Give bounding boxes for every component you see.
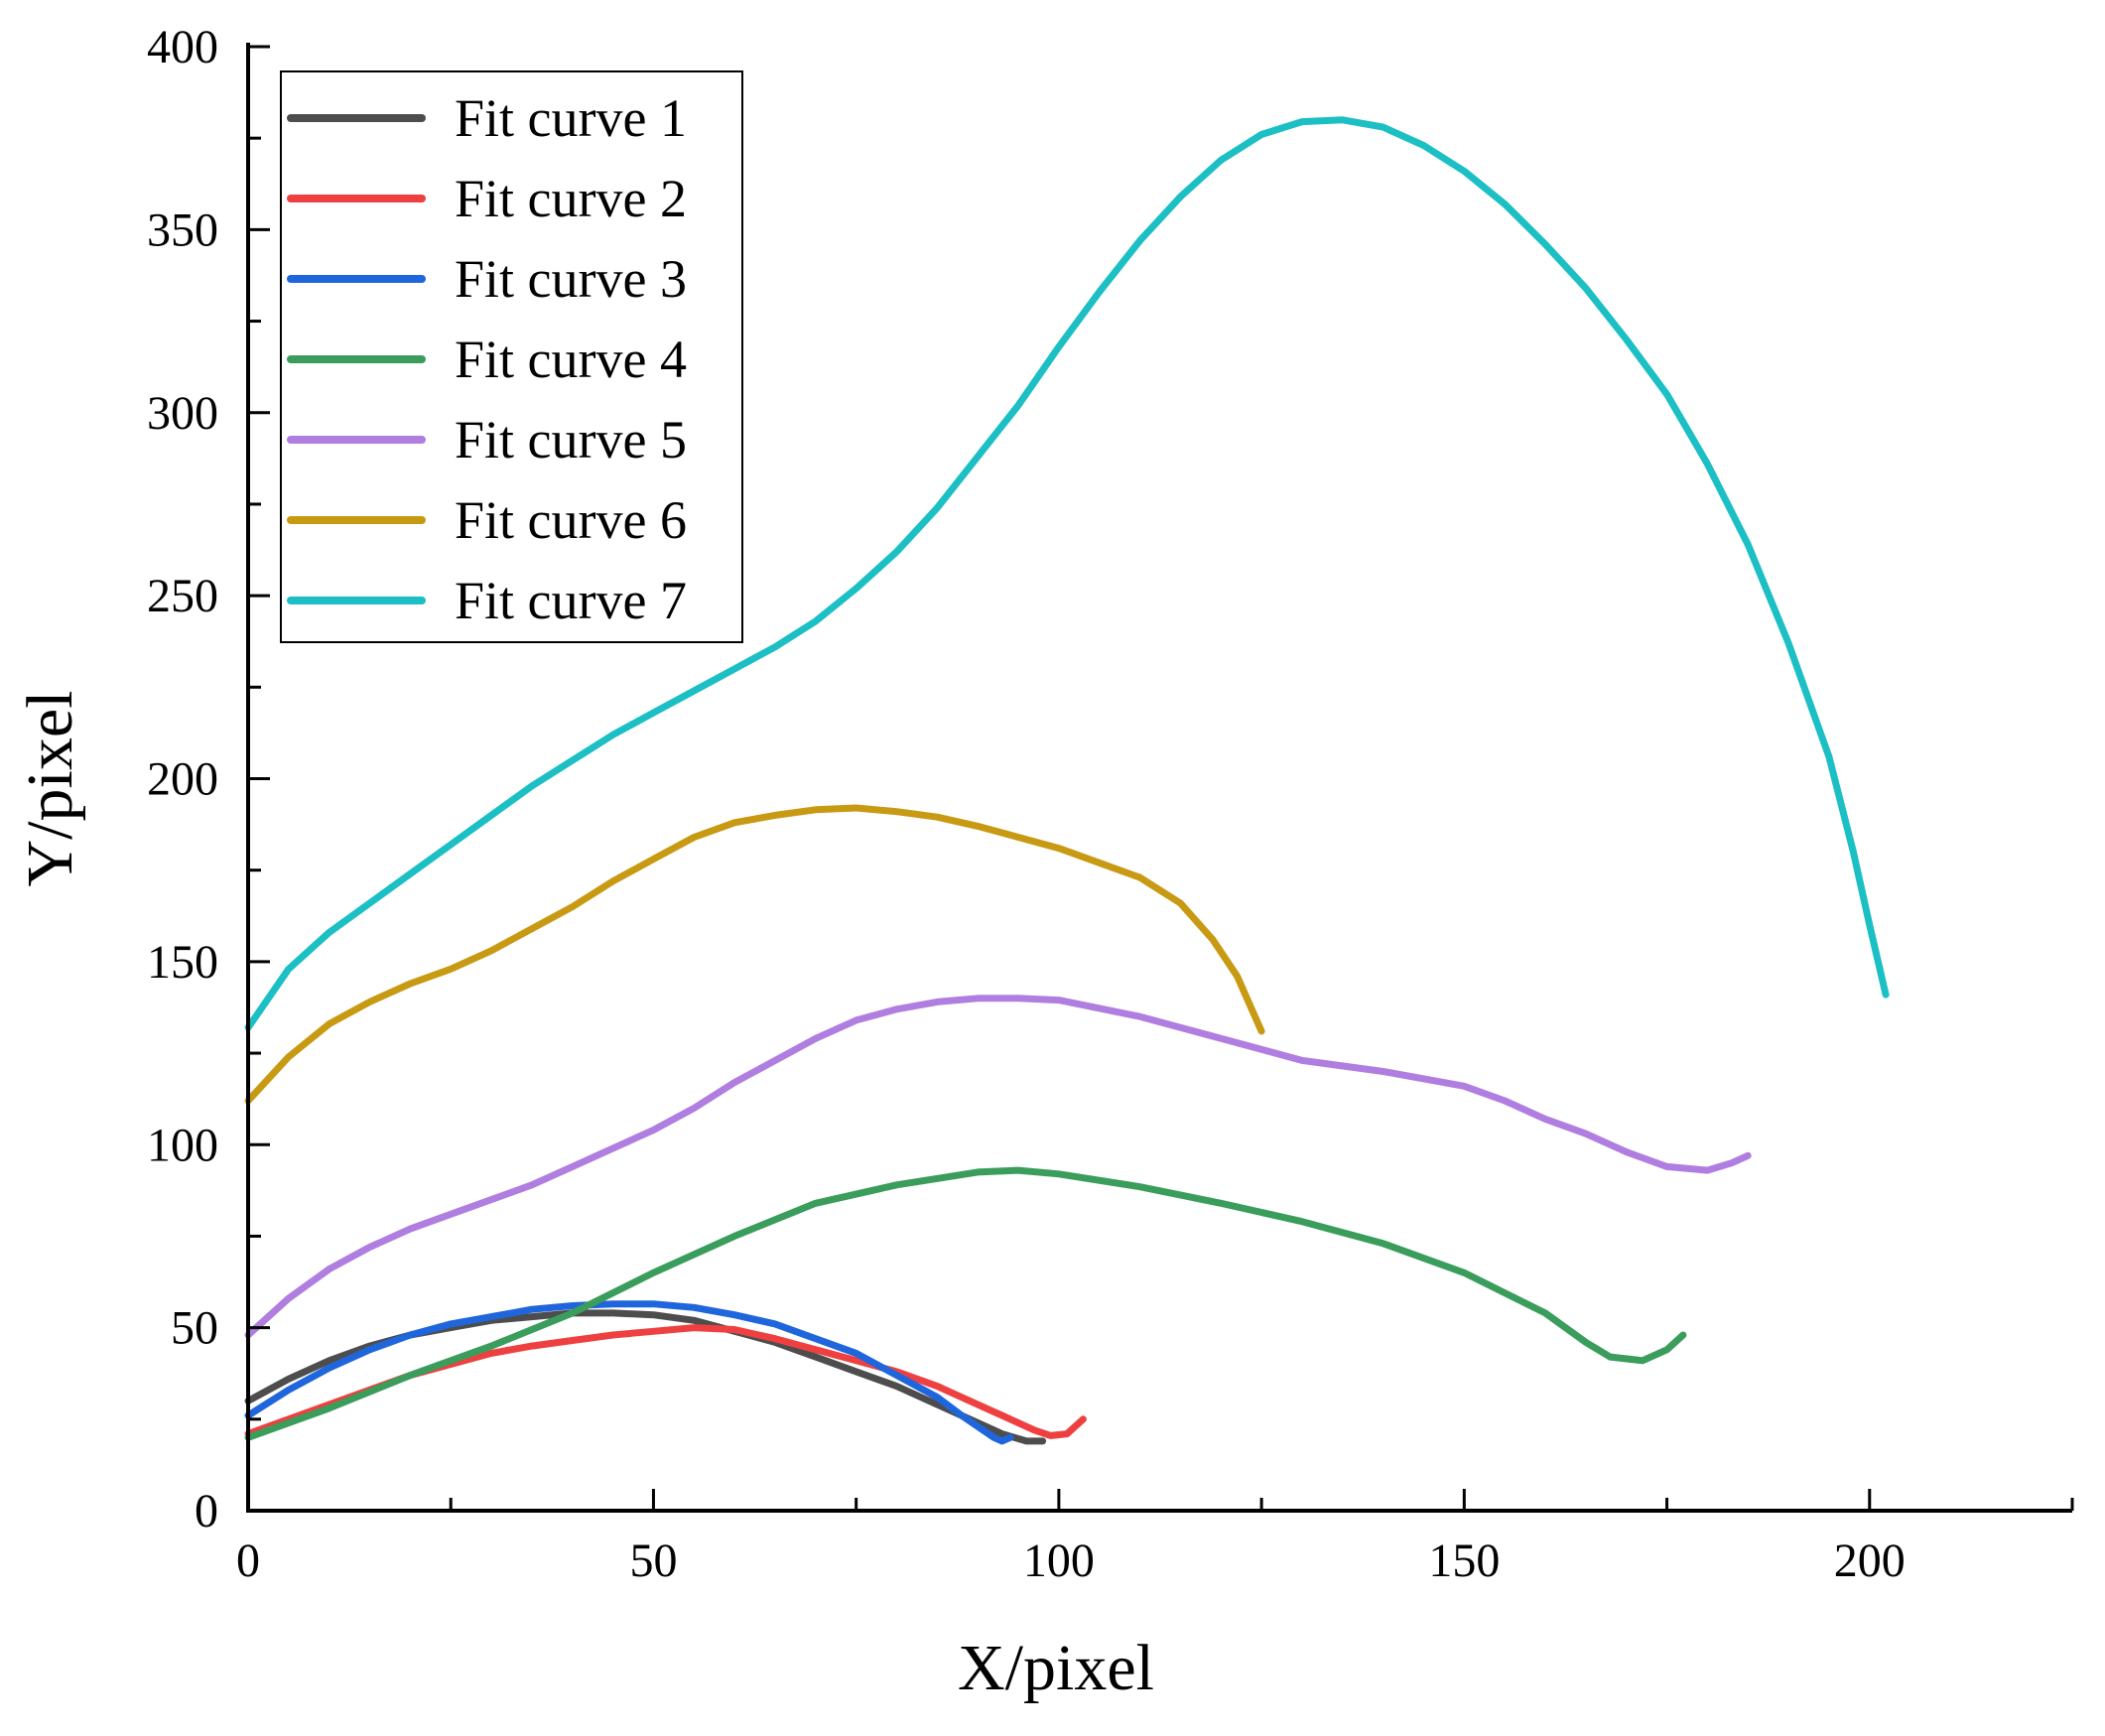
legend-label-7: Fit curve 7 bbox=[455, 571, 687, 630]
x-tick-label: 100 bbox=[1023, 1535, 1095, 1587]
y-tick-label: 250 bbox=[147, 570, 218, 622]
plot-area bbox=[244, 116, 1890, 1445]
y-tick-label: 350 bbox=[147, 203, 218, 256]
y-tick-label: 150 bbox=[147, 936, 218, 989]
series-line-3 bbox=[244, 1300, 1014, 1445]
legend-label-2: Fit curve 2 bbox=[455, 169, 687, 228]
y-tick-label: 0 bbox=[195, 1485, 218, 1537]
y-tick-label: 300 bbox=[147, 387, 218, 440]
series-line-5 bbox=[244, 995, 1752, 1339]
legend-label-6: Fit curve 6 bbox=[455, 490, 687, 550]
legend-label-1: Fit curve 1 bbox=[455, 88, 687, 148]
legend-label-3: Fit curve 3 bbox=[455, 249, 687, 309]
y-tick-label: 50 bbox=[171, 1302, 218, 1355]
y-tick-label: 400 bbox=[147, 21, 218, 73]
series-line-6 bbox=[244, 804, 1265, 1105]
legend: Fit curve 1 Fit curve 2 Fit curve 3 Fit cur… bbox=[280, 70, 743, 643]
x-tick-label: 50 bbox=[629, 1535, 677, 1587]
x-tick-label: 150 bbox=[1428, 1535, 1500, 1587]
y-tick-label: 200 bbox=[147, 753, 218, 806]
legend-label-4: Fit curve 4 bbox=[455, 330, 687, 389]
legend-label-5: Fit curve 5 bbox=[455, 410, 687, 469]
series-line-4 bbox=[244, 1166, 1687, 1441]
x-tick-label: 200 bbox=[1834, 1535, 1906, 1587]
x-tick-label: 0 bbox=[236, 1535, 260, 1587]
y-axis-title: Y/pixel bbox=[14, 691, 86, 887]
y-tick-label: 100 bbox=[147, 1119, 218, 1171]
x-axis-title: X/pixel bbox=[958, 1632, 1154, 1704]
series-line-7 bbox=[244, 116, 1890, 1031]
axes: 0 50 100 150 200 0 50 100 150 200 250 300 350 400 X/pi… bbox=[14, 21, 2074, 1704]
